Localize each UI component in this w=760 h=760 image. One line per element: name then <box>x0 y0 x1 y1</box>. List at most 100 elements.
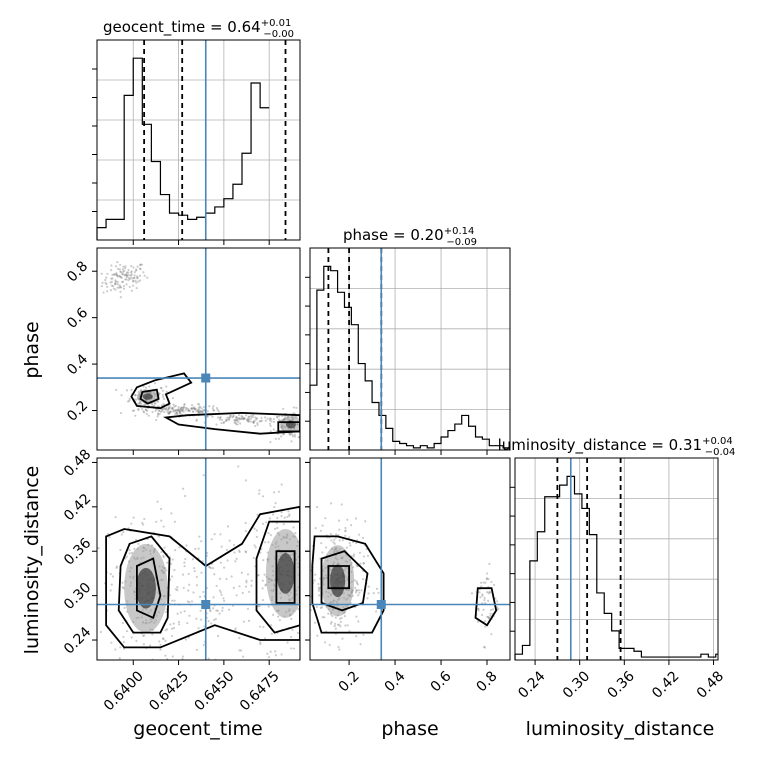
sample-point <box>269 424 272 428</box>
sample-point <box>118 275 121 278</box>
sample-point <box>357 589 360 592</box>
sample-point <box>344 529 347 532</box>
sample-point <box>338 648 341 651</box>
sample-point <box>105 276 108 279</box>
sample-point <box>198 595 202 598</box>
sample-point <box>165 406 168 409</box>
sample-point <box>217 410 220 413</box>
sample-point <box>320 542 323 545</box>
sample-point <box>232 414 235 417</box>
density-peak <box>276 553 295 594</box>
sample-point <box>234 416 238 419</box>
sample-point <box>140 388 143 392</box>
sample-point <box>316 505 319 509</box>
sample-point <box>224 704 226 706</box>
sample-point <box>116 286 119 289</box>
sample-point <box>267 532 270 535</box>
sample-point <box>470 592 474 595</box>
sample-point <box>269 430 272 433</box>
sample-point <box>339 625 342 628</box>
sample-point <box>239 422 242 425</box>
sample-point <box>219 561 222 564</box>
sample-point <box>119 646 122 649</box>
sample-point <box>260 416 263 420</box>
y-tick-label: 0.24 <box>61 624 94 657</box>
sample-point <box>132 276 136 279</box>
sample-point <box>121 281 124 284</box>
sample-point <box>123 274 126 277</box>
sample-point <box>172 410 175 413</box>
contour-line <box>320 550 369 612</box>
sample-point <box>167 412 170 415</box>
sample-point <box>252 420 255 424</box>
panel-frame <box>96 457 301 661</box>
y-tick-label: 0.48 <box>61 446 94 479</box>
sample-point <box>295 406 298 409</box>
histogram-panel-luminosity_distance: 0.24 0.30 0.36 0.42 0.48 luminosity_distance … <box>498 436 736 702</box>
sample-point <box>173 520 177 523</box>
sample-point <box>280 435 283 438</box>
histogram-panel-geocent_time: geocent_time = 0.64+0.01 −0.00 <box>92 18 301 245</box>
panel-frame <box>514 457 719 661</box>
sample-point <box>288 608 291 611</box>
sample-point <box>218 418 222 421</box>
samples-layer <box>100 260 300 444</box>
sample-point <box>487 577 490 581</box>
histogram-step <box>309 265 510 450</box>
sample-point <box>185 544 188 547</box>
sample-point <box>116 280 119 283</box>
sample-point <box>305 526 307 528</box>
sample-point <box>372 592 375 595</box>
sample-point <box>201 408 205 412</box>
sample-point <box>301 532 303 534</box>
sample-point <box>256 422 259 425</box>
sample-point <box>223 566 226 569</box>
sample-point <box>317 582 320 586</box>
x-tick-label: 0.36 <box>605 668 638 701</box>
sample-point <box>247 420 250 423</box>
sample-point <box>283 516 286 519</box>
sample-point <box>185 407 188 410</box>
sample-point <box>230 575 233 578</box>
sample-point <box>191 410 194 413</box>
sample-point <box>192 591 195 594</box>
sample-point <box>125 555 129 558</box>
sample-point <box>312 620 314 622</box>
sample-point <box>251 415 254 418</box>
sample-point <box>119 548 122 552</box>
sample-point <box>206 410 209 413</box>
sample-point <box>195 584 198 587</box>
contour-line <box>136 557 162 620</box>
sample-point <box>195 575 198 578</box>
sample-point <box>261 522 265 525</box>
sample-point <box>142 523 145 526</box>
sample-point <box>135 287 138 290</box>
sample-point <box>245 579 248 582</box>
sample-point <box>225 577 228 581</box>
sample-point <box>194 408 197 411</box>
sample-point <box>108 535 111 539</box>
sample-point <box>196 402 200 406</box>
sample-point <box>182 410 185 413</box>
sample-point <box>198 405 202 409</box>
sample-point <box>491 608 495 611</box>
sample-point <box>355 589 358 592</box>
sample-point <box>275 415 279 418</box>
sample-point <box>292 647 296 650</box>
sample-point <box>233 551 236 554</box>
sample-point <box>162 397 166 401</box>
sample-point <box>226 559 229 562</box>
sample-point <box>135 275 139 278</box>
sample-point <box>178 623 181 626</box>
sample-point <box>137 542 140 546</box>
sample-point <box>116 275 119 278</box>
sample-point <box>213 573 216 576</box>
x-axis-label-phase: phase <box>381 718 438 740</box>
sample-point <box>173 569 176 572</box>
sample-point <box>352 555 355 558</box>
sample-point <box>286 641 289 644</box>
sample-point <box>123 267 127 270</box>
sample-point <box>114 279 117 282</box>
sample-point <box>360 589 363 592</box>
sample-point <box>144 408 147 411</box>
